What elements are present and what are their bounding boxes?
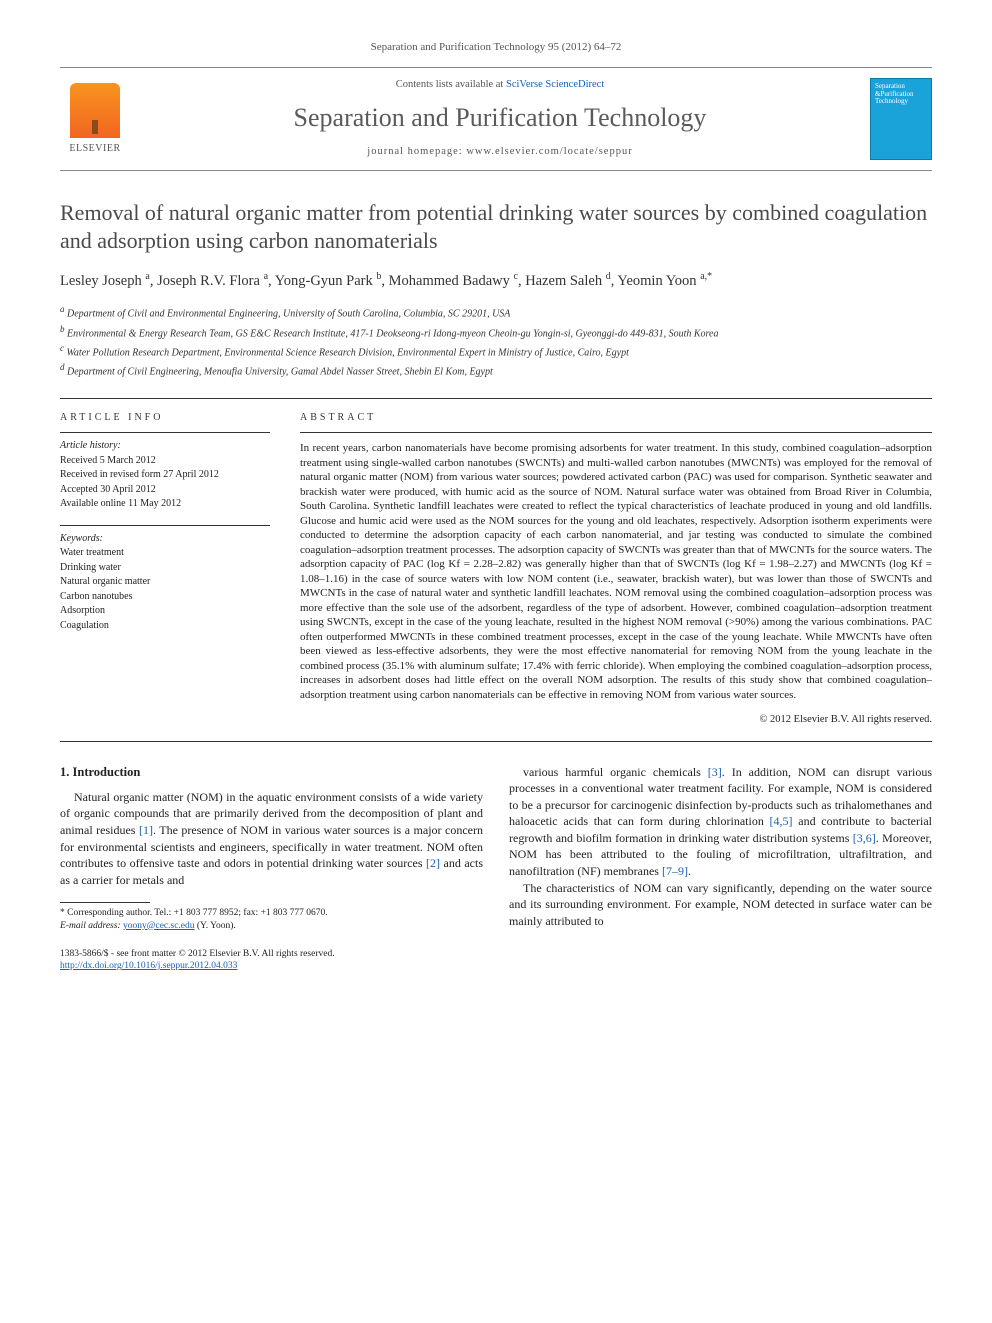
doi-line[interactable]: http://dx.doi.org/10.1016/j.seppur.2012.… [60,960,335,972]
corresponding-author-footnote: * Corresponding author. Tel.: +1 803 777… [60,907,483,932]
page-footer: 1383-5866/$ - see front matter © 2012 El… [60,948,932,973]
divider [60,525,270,526]
history-received: Received 5 March 2012 [60,454,270,468]
journal-reference: Separation and Purification Technology 9… [60,40,932,55]
header-center: Contents lists available at SciVerse Sci… [130,78,870,159]
abstract-copyright: © 2012 Elsevier B.V. All rights reserved… [300,713,932,727]
affiliation-d: d Department of Civil Engineering, Menou… [60,361,932,379]
homepage-url[interactable]: www.elsevier.com/locate/seppur [466,146,632,157]
sciencedirect-link[interactable]: SciVerse ScienceDirect [506,79,604,90]
contents-prefix: Contents lists available at [396,79,506,90]
keyword: Carbon nanotubes [60,590,270,604]
keyword: Adsorption [60,604,270,618]
divider [300,432,932,433]
history-online: Available online 11 May 2012 [60,497,270,511]
section-heading-introduction: 1. Introduction [60,764,483,781]
journal-cover-thumbnail: Separation &Purification Technology [870,78,932,160]
keyword: Coagulation [60,619,270,633]
email-label: E-mail address: [60,921,121,931]
corr-author-line: * Corresponding author. Tel.: +1 803 777… [60,907,483,919]
body-column-right: various harmful organic chemicals [3]. I… [509,764,932,932]
history-accepted: Accepted 30 April 2012 [60,483,270,497]
abstract-heading: ABSTRACT [300,411,932,425]
keywords-label: Keywords: [60,532,270,546]
publisher-label: ELSEVIER [69,142,120,156]
keyword: Natural organic matter [60,575,270,589]
history-revised: Received in revised form 27 April 2012 [60,468,270,482]
affiliation-b: b Environmental & Energy Research Team, … [60,323,932,341]
affiliation-a: a Department of Civil and Environmental … [60,303,932,321]
footer-left: 1383-5866/$ - see front matter © 2012 El… [60,948,335,973]
keywords-block: Keywords: Water treatment Drinking water… [60,525,270,633]
abstract-column: ABSTRACT In recent years, carbon nanomat… [300,411,932,727]
intro-paragraph-left: Natural organic matter (NOM) in the aqua… [60,789,483,888]
journal-header: ELSEVIER Contents lists available at Sci… [60,67,932,171]
publisher-logo: ELSEVIER [60,83,130,156]
author-list: Lesley Joseph a, Joseph R.V. Flora a, Yo… [60,270,932,291]
journal-title: Separation and Purification Technology [130,100,870,135]
keyword: Drinking water [60,561,270,575]
intro-paragraph-right-2: The characteristics of NOM can vary sign… [509,880,932,930]
elsevier-tree-icon [70,83,120,138]
article-history-label: Article history: [60,439,270,453]
email-suffix: (Y. Yoon). [197,921,236,931]
abstract-text: In recent years, carbon nanomaterials ha… [300,441,932,702]
body-two-column: 1. Introduction Natural organic matter (… [60,764,932,932]
issn-copyright-line: 1383-5866/$ - see front matter © 2012 El… [60,948,335,960]
doi-link[interactable]: http://dx.doi.org/10.1016/j.seppur.2012.… [60,961,237,971]
divider [60,432,270,433]
journal-homepage-line: journal homepage: www.elsevier.com/locat… [130,145,870,159]
contents-available-line: Contents lists available at SciVerse Sci… [130,78,870,92]
affiliations-block: a Department of Civil and Environmental … [60,303,932,379]
homepage-prefix: journal homepage: [367,146,466,157]
corr-email-line: E-mail address: yoony@cec.sc.edu (Y. Yoo… [60,920,483,932]
body-column-left: 1. Introduction Natural organic matter (… [60,764,483,932]
article-info-column: ARTICLE INFO Article history: Received 5… [60,411,270,727]
affiliation-c: c Water Pollution Research Department, E… [60,342,932,360]
info-abstract-row: ARTICLE INFO Article history: Received 5… [60,398,932,742]
article-info-heading: ARTICLE INFO [60,411,270,425]
article-title: Removal of natural organic matter from p… [60,199,932,256]
footnote-rule [60,902,150,903]
corr-email-link[interactable]: yoony@cec.sc.edu [123,921,195,931]
intro-paragraph-right-1: various harmful organic chemicals [3]. I… [509,764,932,880]
keyword: Water treatment [60,546,270,560]
